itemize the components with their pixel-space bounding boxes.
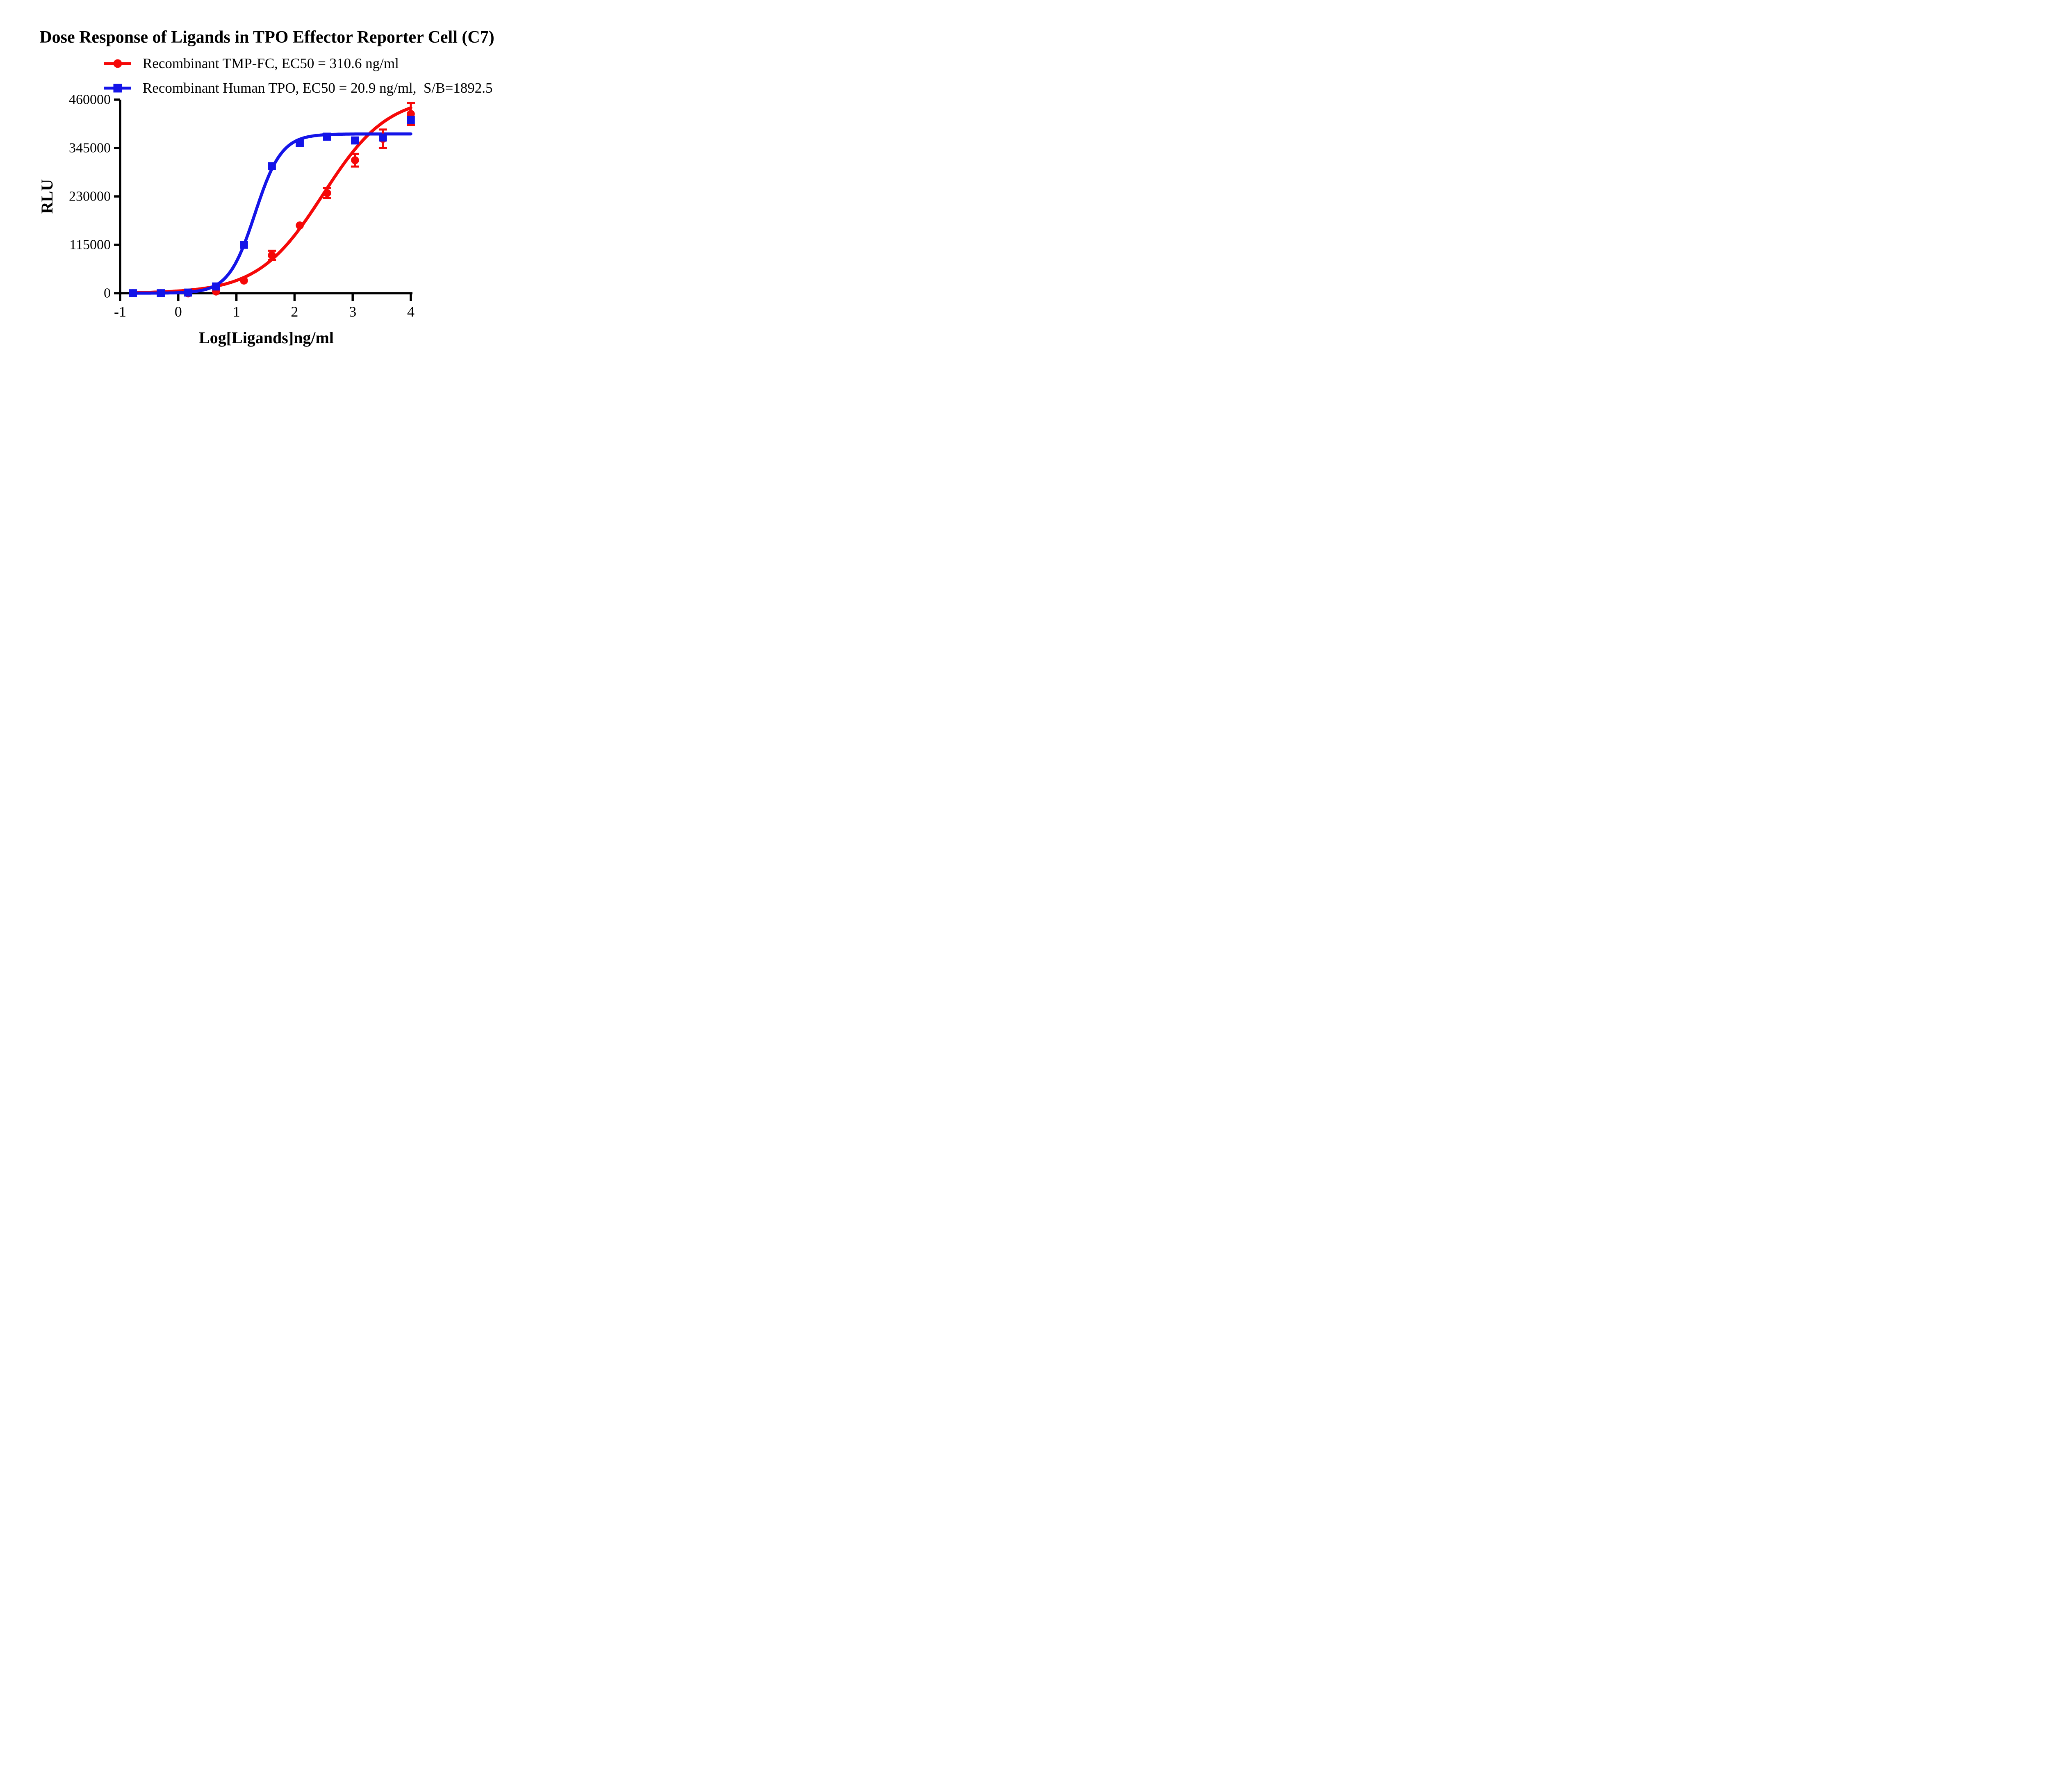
data-point-circle — [296, 221, 304, 230]
data-point-square — [379, 133, 387, 142]
data-point-square — [351, 136, 359, 145]
data-points — [129, 102, 415, 298]
data-point-square — [407, 116, 415, 124]
x-tick-label: 4 — [407, 303, 415, 320]
legend-item-tmp-fc: Recombinant TMP-FC, EC50 = 310.6 ng/ml — [103, 54, 493, 73]
y-tick-label: 115000 — [69, 237, 111, 253]
fit-curve-circle — [131, 106, 412, 294]
data-point-square — [129, 289, 137, 297]
y-tick-label: 230000 — [69, 189, 111, 204]
x-axis-title: Log[Ligands]ng/ml — [199, 328, 334, 347]
data-point-circle — [240, 276, 248, 285]
data-point-square — [268, 162, 276, 170]
chart-title: Dose Response of Ligands in TPO Effector… — [39, 28, 494, 47]
legend-marker-square — [104, 84, 131, 93]
legend-square-marker — [113, 84, 122, 93]
data-point-square — [323, 132, 331, 141]
legend-marker-circle — [104, 59, 131, 68]
x-tick-label: 1 — [233, 303, 240, 320]
legend-label: Recombinant Human TPO, EC50 = 20.9 ng/ml… — [143, 80, 493, 96]
data-point-circle — [268, 251, 276, 260]
legend-label: Recombinant TMP-FC, EC50 = 310.6 ng/ml — [143, 55, 399, 71]
y-tick-label: 345000 — [69, 141, 111, 156]
data-point-circle — [323, 189, 331, 197]
axis-labels: Log[Ligands]ng/ml RLU — [38, 179, 334, 347]
y-tick-label: 460000 — [69, 92, 111, 107]
legend: Recombinant TMP-FC, EC50 = 310.6 ng/ml R… — [103, 54, 493, 98]
fit-curves — [131, 106, 412, 295]
y-axis-title: RLU — [38, 179, 56, 214]
legend-circle-marker — [113, 59, 122, 68]
x-tick-label: 3 — [349, 303, 356, 320]
data-point-square — [212, 282, 220, 291]
data-point-square — [184, 288, 192, 297]
legend-item-human-tpo: Recombinant Human TPO, EC50 = 20.9 ng/ml… — [103, 79, 493, 98]
data-point-square — [296, 139, 304, 147]
data-point-square — [240, 241, 248, 249]
y-tick-label: 0 — [104, 286, 111, 301]
data-point-circle — [351, 156, 359, 164]
data-point-square — [157, 289, 165, 297]
x-tick-label: 2 — [291, 303, 298, 320]
x-tick-label: -1 — [114, 303, 126, 320]
x-tick-label: 0 — [175, 303, 182, 320]
fit-curve-square — [131, 132, 412, 295]
